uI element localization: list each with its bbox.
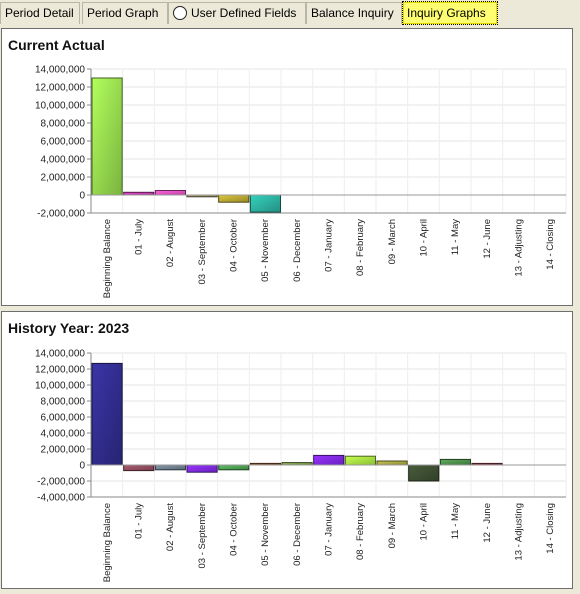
- bar: [344, 455, 377, 466]
- y-tick-label: 6,000,000: [41, 137, 86, 148]
- x-tick-label: 01 - July: [134, 219, 145, 255]
- y-tick-label: 8,000,000: [41, 119, 86, 130]
- x-tick-label: 03 - September: [197, 503, 208, 568]
- y-tick-label: 12,000,000: [35, 365, 85, 376]
- x-tick-label: 11 - May: [450, 219, 461, 256]
- tab-bar: Period Detail Period Graph User Defined …: [0, 0, 580, 26]
- x-tick-label: 12 - June: [482, 503, 493, 543]
- bar: [218, 464, 250, 471]
- tab-period-detail[interactable]: Period Detail: [0, 2, 80, 24]
- x-tick-label: 12 - June: [482, 219, 493, 259]
- tab-label: Period Graph: [87, 6, 159, 20]
- chart-title: History Year: 2023: [8, 320, 130, 336]
- x-tick-label: 13 - Adjusting: [514, 219, 525, 277]
- x-tick-label: 10 - April: [419, 219, 430, 257]
- current-actual-chart: 14,000,000 12,000,000 10,000,000 8,000,000 6…: [35, 65, 567, 298]
- x-tick-label: 09 - March: [387, 219, 398, 264]
- bar: [439, 458, 472, 466]
- x-tick-label: 10 - April: [419, 503, 430, 541]
- x-tick-label: 06 - December: [292, 503, 303, 566]
- bar: [186, 464, 218, 473]
- y-tick-label: 0: [79, 461, 85, 472]
- history-year-chart: 14,000,000 12,000,000 10,000,000 8,000,000 6…: [35, 349, 567, 582]
- tab-inquiry-graphs[interactable]: Inquiry Graphs: [402, 1, 498, 25]
- x-tick-label: 05 - November: [260, 219, 271, 282]
- x-tick-label: 13 - Adjusting: [514, 503, 525, 561]
- y-tick-label: -2,000,000: [37, 477, 85, 488]
- x-tick-label: 04 - October: [229, 219, 240, 272]
- bar: [123, 464, 155, 472]
- x-tick-label: Beginning Balance: [102, 219, 113, 298]
- x-tick-label: 07 - January: [324, 503, 335, 556]
- x-tick-label: 14 - Closing: [545, 219, 556, 270]
- x-tick-label: 08 - February: [355, 503, 366, 560]
- y-tick-label: 14,000,000: [35, 349, 85, 360]
- y-tick-label: 4,000,000: [41, 429, 86, 440]
- bar: [154, 190, 186, 196]
- x-tick-label: 04 - October: [229, 503, 240, 556]
- y-tick-label: 0: [79, 191, 85, 202]
- bar: [376, 460, 408, 466]
- y-tick-label: 10,000,000: [35, 101, 85, 112]
- y-tick-label: -2,000,000: [37, 209, 85, 220]
- tab-label: Period Detail: [5, 6, 74, 20]
- x-tick-label: 07 - January: [324, 219, 335, 272]
- x-tick-label: 09 - March: [387, 503, 398, 548]
- x-tick-label: 02 - August: [165, 219, 176, 267]
- y-tick-label: 12,000,000: [35, 83, 85, 94]
- bar: [154, 464, 186, 471]
- tab-label: Inquiry Graphs: [407, 6, 486, 20]
- tab-label: Balance Inquiry: [311, 6, 394, 20]
- tab-period-graph[interactable]: Period Graph: [82, 2, 168, 24]
- y-tick-label: 10,000,000: [35, 381, 85, 392]
- x-tick-label: 03 - September: [197, 219, 208, 284]
- bar: [91, 362, 123, 466]
- bar: [408, 464, 440, 482]
- bar: [218, 194, 250, 203]
- tab-user-defined-fields[interactable]: User Defined Fields: [168, 2, 306, 24]
- y-tick-label: 2,000,000: [41, 445, 86, 456]
- current-actual-panel: Current Actual 14,000,000 12,000,000 10,00…: [1, 28, 573, 306]
- chart-title: Current Actual: [8, 37, 105, 53]
- y-tick-label: 14,000,000: [35, 65, 85, 76]
- circle-icon: [173, 6, 187, 20]
- x-tick-label: 05 - November: [260, 503, 271, 566]
- y-tick-label: -4,000,000: [37, 493, 85, 504]
- x-tick-label: 08 - February: [355, 219, 366, 276]
- x-tick-label: 01 - July: [134, 503, 145, 539]
- x-tick-label: 02 - August: [165, 503, 176, 551]
- y-tick-label: 8,000,000: [41, 397, 86, 408]
- history-year-panel: History Year: 2023 14,000,000 12,000,000 1…: [1, 311, 573, 589]
- x-tick-label: 11 - May: [450, 503, 461, 540]
- tab-label: User Defined Fields: [191, 6, 297, 20]
- y-tick-label: 2,000,000: [41, 173, 86, 184]
- y-tick-label: 4,000,000: [41, 155, 86, 166]
- x-tick-label: Beginning Balance: [102, 503, 113, 582]
- bar: [249, 194, 281, 213]
- bar: [313, 454, 345, 466]
- bar: [91, 77, 123, 196]
- x-tick-label: 06 - December: [292, 219, 303, 282]
- y-tick-label: 6,000,000: [41, 413, 86, 424]
- x-tick-label: 14 - Closing: [545, 503, 556, 554]
- tab-balance-inquiry[interactable]: Balance Inquiry: [306, 2, 402, 24]
